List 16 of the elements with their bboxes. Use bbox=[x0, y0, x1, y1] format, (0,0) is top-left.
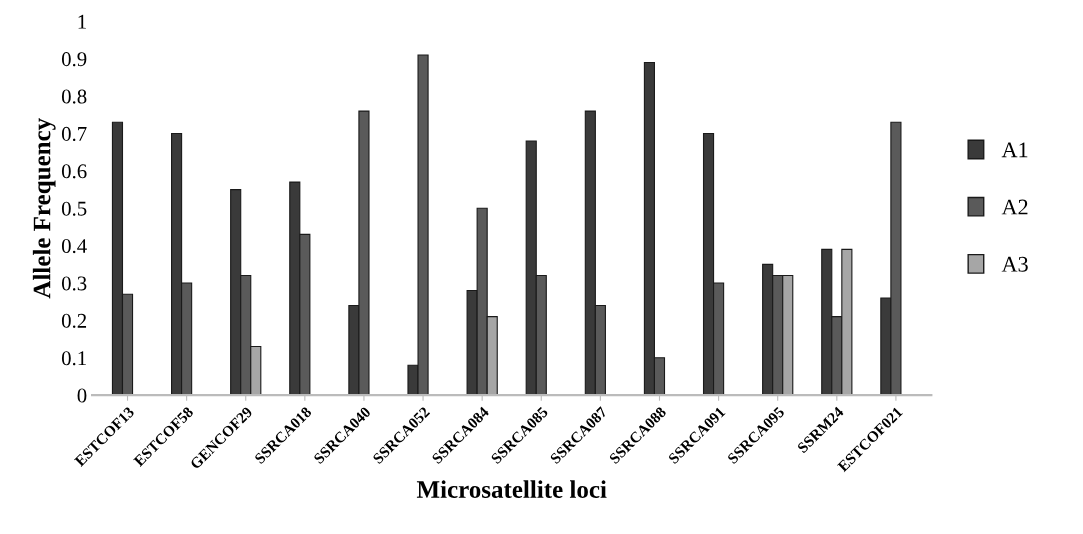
x-axis-title: Microsatellite loci bbox=[416, 480, 607, 498]
y-axis-title: Allele Frequency bbox=[32, 118, 56, 299]
y-tick-label: 0.8 bbox=[61, 89, 87, 104]
y-tick-label: 0.5 bbox=[61, 201, 87, 216]
y-tick-label: 0.2 bbox=[61, 313, 87, 328]
y-tick-label: 0.6 bbox=[61, 164, 87, 179]
y-tick-label: 0.1 bbox=[61, 351, 86, 366]
y-tick-label: 1 bbox=[78, 14, 86, 29]
y-tick-label: 0.4 bbox=[61, 239, 87, 254]
y-tick-label: 0 bbox=[77, 388, 87, 403]
legend-label: A3 bbox=[1001, 256, 1028, 272]
y-tick-label: 0.9 bbox=[61, 52, 87, 67]
y-tick-label: 0.3 bbox=[61, 276, 87, 291]
legend-label: A1 bbox=[1001, 142, 1028, 158]
y-tick-label: 0.7 bbox=[61, 126, 87, 142]
legend-label: A2 bbox=[1001, 199, 1028, 215]
